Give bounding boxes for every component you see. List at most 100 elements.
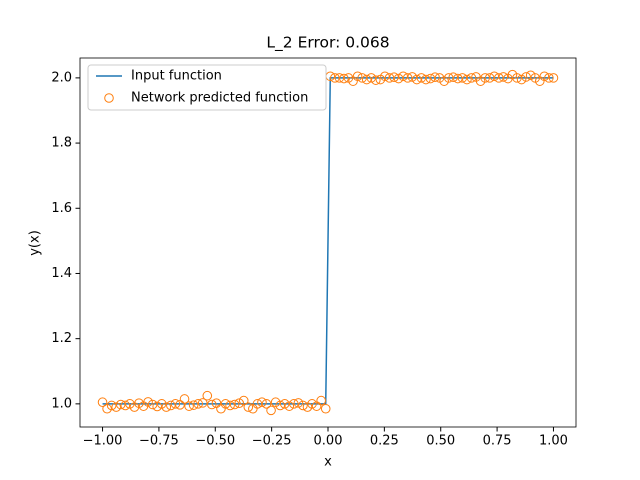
marker bbox=[407, 72, 418, 82]
marker bbox=[448, 72, 459, 83]
marker bbox=[252, 399, 263, 409]
x-tick-label: −0.75 bbox=[139, 434, 179, 449]
marker bbox=[484, 73, 495, 83]
marker bbox=[544, 73, 554, 83]
marker bbox=[393, 73, 404, 84]
marker bbox=[229, 399, 240, 410]
marker bbox=[106, 400, 117, 411]
marker bbox=[266, 405, 276, 416]
marker bbox=[284, 401, 295, 411]
x-tick-label: −0.25 bbox=[252, 434, 292, 449]
marker bbox=[384, 73, 395, 83]
marker bbox=[330, 73, 340, 83]
y-tick-label: 1.0 bbox=[51, 396, 72, 411]
marker bbox=[170, 399, 181, 409]
marker bbox=[548, 73, 559, 83]
marker bbox=[166, 400, 176, 411]
marker bbox=[425, 73, 436, 84]
x-tick-label: 0.25 bbox=[370, 434, 399, 449]
marker bbox=[516, 74, 527, 85]
marker bbox=[289, 399, 299, 409]
marker bbox=[366, 73, 377, 83]
marker bbox=[120, 400, 131, 411]
y-tick-label: 1.4 bbox=[51, 266, 72, 281]
marker bbox=[521, 72, 531, 82]
legend-swatch bbox=[104, 93, 114, 103]
marker bbox=[147, 399, 158, 410]
marker bbox=[279, 399, 290, 409]
marker bbox=[175, 400, 185, 410]
marker bbox=[220, 399, 231, 409]
marker bbox=[398, 71, 408, 82]
marker bbox=[357, 73, 367, 83]
marker bbox=[320, 403, 331, 414]
y-tick-label: 1.6 bbox=[51, 201, 72, 216]
marker bbox=[111, 402, 122, 412]
marker bbox=[243, 402, 254, 412]
legend-label: Network predicted function bbox=[131, 91, 308, 106]
line bbox=[102, 77, 554, 405]
marker bbox=[389, 72, 399, 83]
x-tick-label: 0.50 bbox=[426, 434, 455, 449]
marker bbox=[234, 398, 244, 409]
marker bbox=[298, 400, 308, 411]
marker bbox=[316, 395, 326, 406]
x-tick-label: −0.50 bbox=[195, 434, 235, 449]
marker bbox=[539, 71, 550, 82]
marker bbox=[238, 395, 249, 406]
marker bbox=[257, 397, 267, 408]
marker bbox=[334, 73, 345, 83]
marker bbox=[207, 399, 217, 410]
marker bbox=[402, 73, 413, 83]
x-tick-label: 0.00 bbox=[314, 434, 343, 449]
marker bbox=[202, 390, 213, 401]
marker bbox=[380, 71, 390, 82]
x-tick-label: −1.00 bbox=[83, 434, 123, 449]
y-tick-label: 2.0 bbox=[51, 70, 72, 85]
marker bbox=[457, 73, 468, 83]
marker bbox=[525, 70, 536, 81]
marker bbox=[184, 401, 194, 411]
marker bbox=[489, 71, 500, 82]
marker bbox=[494, 73, 504, 83]
marker bbox=[453, 73, 463, 84]
marker bbox=[498, 72, 509, 82]
marker bbox=[307, 399, 317, 409]
legend-label: Input function bbox=[131, 69, 222, 84]
marker bbox=[416, 73, 427, 83]
marker bbox=[443, 73, 454, 83]
marker bbox=[152, 401, 162, 412]
marker bbox=[466, 73, 477, 83]
marker bbox=[275, 400, 285, 411]
x-tick-label: 0.75 bbox=[483, 434, 512, 449]
marker bbox=[97, 397, 108, 408]
y-tick-label: 1.2 bbox=[51, 331, 72, 346]
x-axis-label: x bbox=[324, 455, 332, 470]
marker bbox=[430, 72, 440, 83]
marker bbox=[179, 394, 190, 404]
marker bbox=[293, 398, 304, 408]
marker bbox=[361, 74, 372, 85]
marker bbox=[339, 73, 349, 84]
y-tick-label: 1.8 bbox=[51, 136, 72, 151]
marker bbox=[225, 400, 235, 411]
marker bbox=[193, 399, 203, 409]
chart-title: L_2 Error: 0.068 bbox=[266, 34, 389, 53]
marker bbox=[161, 402, 172, 412]
marker bbox=[462, 74, 472, 85]
marker bbox=[143, 397, 153, 407]
marker bbox=[480, 73, 490, 83]
marker bbox=[371, 75, 381, 85]
marker bbox=[512, 73, 522, 83]
marker bbox=[115, 399, 126, 410]
x-tick-label: 1.00 bbox=[539, 434, 568, 449]
marker bbox=[188, 400, 199, 410]
marker bbox=[412, 74, 422, 85]
marker bbox=[421, 74, 431, 85]
marker bbox=[352, 71, 363, 82]
legend-box bbox=[87, 64, 327, 111]
marker bbox=[261, 399, 272, 409]
marker bbox=[197, 398, 208, 408]
y-axis-label: y(x) bbox=[28, 230, 43, 256]
